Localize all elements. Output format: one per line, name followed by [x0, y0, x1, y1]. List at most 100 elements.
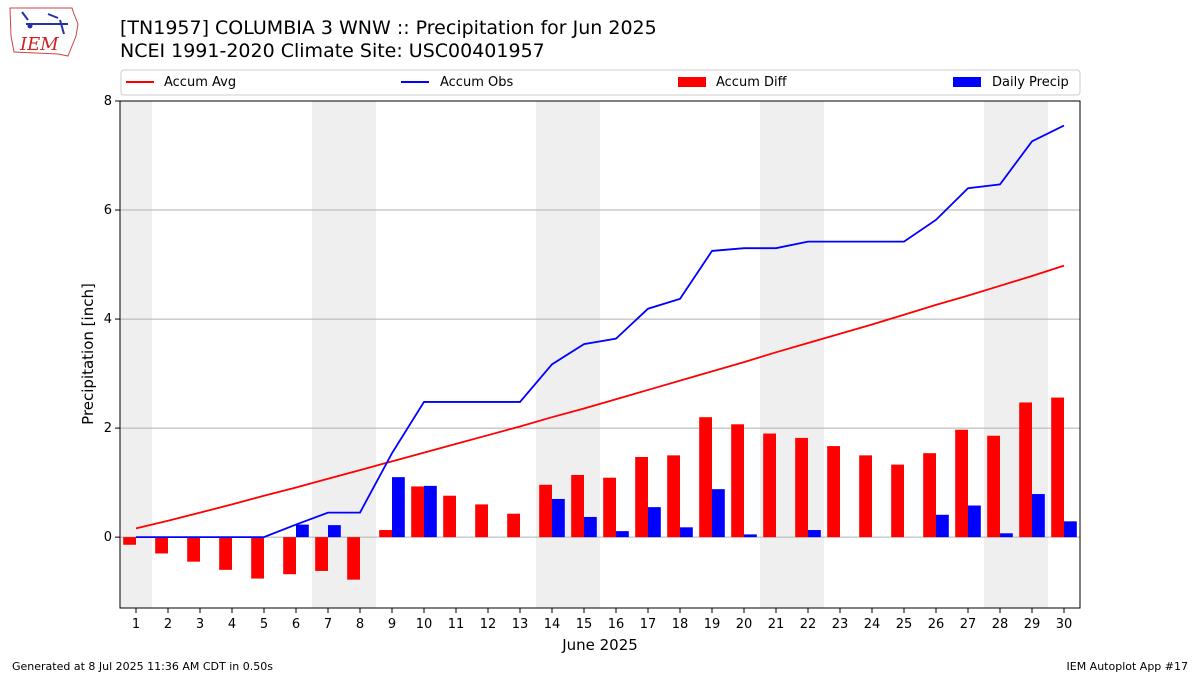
x-tick-label-4: 4: [228, 617, 236, 632]
legend-accum-diff-label: Accum Diff: [716, 75, 788, 90]
daily-precip-bar-day-26: [936, 514, 949, 538]
accum-diff-bar-day-24: [859, 455, 872, 538]
accum-diff-bar-day-3: [187, 537, 200, 562]
iem-logo: IEM: [8, 6, 80, 62]
daily-precip-bar-day-17: [648, 507, 661, 538]
x-tick-label-7: 7: [324, 617, 332, 632]
accum-diff-bar-day-6: [283, 537, 296, 575]
footer-app: IEM Autoplot App #17: [1066, 660, 1189, 673]
accum-diff-bar-day-15: [571, 474, 584, 538]
x-tick-label-9: 9: [388, 617, 396, 632]
x-tick-label-5: 5: [260, 617, 268, 632]
daily-precip-bar-day-30: [1064, 521, 1077, 538]
x-tick-label-1: 1: [132, 617, 140, 632]
legend: Accum Avg Accum Obs Accum Diff Daily Precip: [120, 69, 1081, 96]
x-tick-label-18: 18: [672, 617, 689, 632]
accum-diff-bar-day-22: [795, 437, 808, 538]
weekend-shade-day-7: [312, 101, 344, 608]
accum-diff-bar-day-26: [923, 453, 936, 538]
y-tick-label-0: 0: [104, 530, 112, 545]
legend-box: [120, 69, 1081, 96]
x-axis-label: June 2025: [561, 636, 638, 654]
accum-diff-bar-day-1: [123, 537, 136, 545]
legend-daily-precip-label: Daily Precip: [992, 75, 1069, 90]
daily-precip-bar-day-28: [1000, 533, 1013, 538]
daily-precip-bar-day-20: [744, 534, 757, 538]
accum-diff-bar-day-18: [667, 455, 680, 538]
accum-diff-bar-day-5: [251, 537, 264, 579]
accum-diff-bar-day-2: [155, 537, 168, 554]
iem-logo-text: IEM: [19, 34, 59, 55]
accum-diff-bar-day-13: [507, 513, 520, 538]
x-tick-label-19: 19: [704, 617, 721, 632]
accum-diff-bar-day-21: [763, 433, 776, 538]
daily-precip-bar-day-22: [808, 530, 821, 538]
accum-diff-bar-day-29: [1019, 402, 1032, 538]
x-tick-label-21: 21: [768, 617, 785, 632]
daily-precip-bar-day-14: [552, 498, 565, 538]
accum-diff-bar-day-16: [603, 477, 616, 538]
accum-diff-bar-day-4: [219, 537, 232, 570]
daily-precip-bar-day-18: [680, 527, 693, 538]
x-tick-label-23: 23: [832, 617, 849, 632]
accum-avg-line: [135, 264, 1065, 530]
x-tick-label-6: 6: [292, 617, 300, 632]
x-tick-label-30: 30: [1056, 617, 1073, 632]
accum-diff-bar-day-11: [443, 495, 456, 538]
x-tick-label-11: 11: [448, 617, 465, 632]
accum-diff-bar-day-25: [891, 464, 904, 538]
accum-diff-bar-day-23: [827, 446, 840, 538]
daily-precip-bar-day-15: [584, 516, 597, 538]
x-tick-label-27: 27: [960, 617, 977, 632]
accum-diff-bar-day-19: [699, 417, 712, 538]
plot-frame: [119, 100, 1081, 609]
accum-diff-bar-day-28: [987, 435, 1000, 538]
legend-accum-diff-swatch: [678, 77, 706, 87]
accum-diff-bar-day-27: [955, 429, 968, 538]
x-tick-label-28: 28: [992, 617, 1009, 632]
legend-daily-precip-swatch: [953, 77, 981, 87]
daily-precip-bar-day-19: [712, 489, 725, 538]
x-tick-label-12: 12: [480, 617, 497, 632]
x-tick-label-10: 10: [416, 617, 433, 632]
daily-precip-bar-day-10: [424, 485, 437, 538]
x-tick-label-26: 26: [928, 617, 945, 632]
x-tick-label-16: 16: [608, 617, 625, 632]
x-tick-label-2: 2: [164, 617, 172, 632]
x-tick-label-14: 14: [544, 617, 561, 632]
x-tick-label-24: 24: [864, 617, 881, 632]
accum-diff-bar-day-7: [315, 537, 328, 571]
chart-subtitle: NCEI 1991-2020 Climate Site: USC00401957: [120, 40, 545, 62]
accum-diff-bar-day-20: [731, 424, 744, 538]
accum-diff-bar-day-17: [635, 456, 648, 538]
x-tick-label-8: 8: [356, 617, 364, 632]
y-tick-label-4: 4: [104, 312, 112, 327]
x-tick-label-13: 13: [512, 617, 529, 632]
accum-diff-bar-day-10: [411, 486, 424, 538]
daily-precip-bar-day-6: [296, 524, 309, 538]
accum-obs-line: [136, 124, 1065, 539]
weekend-shade-day-1: [120, 101, 152, 608]
legend-accum-obs-label: Accum Obs: [440, 75, 513, 90]
x-tick-label-17: 17: [640, 617, 657, 632]
footer-generated: Generated at 8 Jul 2025 11:36 AM CDT in …: [12, 660, 273, 673]
x-tick-label-25: 25: [896, 617, 913, 632]
daily-precip-bar-day-29: [1032, 494, 1045, 538]
accum-diff-bar-day-8: [347, 537, 360, 580]
chart-title: [TN1957] COLUMBIA 3 WNW :: Precipitation…: [120, 17, 657, 39]
y-tick-label-8: 8: [104, 94, 112, 109]
x-tick-label-15: 15: [576, 617, 593, 632]
y-axis-label: Precipitation [inch]: [79, 283, 97, 425]
accum-diff-bar-day-9: [379, 530, 392, 538]
accum-diff-bar-day-30: [1051, 397, 1064, 538]
x-tick-label-20: 20: [736, 617, 753, 632]
legend-accum-avg-label: Accum Avg: [164, 75, 236, 90]
weekend-shade-day-8: [344, 101, 376, 608]
daily-precip-bar-day-9: [392, 477, 405, 538]
y-tick-label-6: 6: [104, 203, 112, 218]
accum-diff-bar-day-14: [539, 484, 552, 538]
daily-precip-bar-day-7: [328, 525, 341, 538]
x-tick-label-22: 22: [800, 617, 817, 632]
accum-diff-bar-day-12: [475, 504, 488, 538]
